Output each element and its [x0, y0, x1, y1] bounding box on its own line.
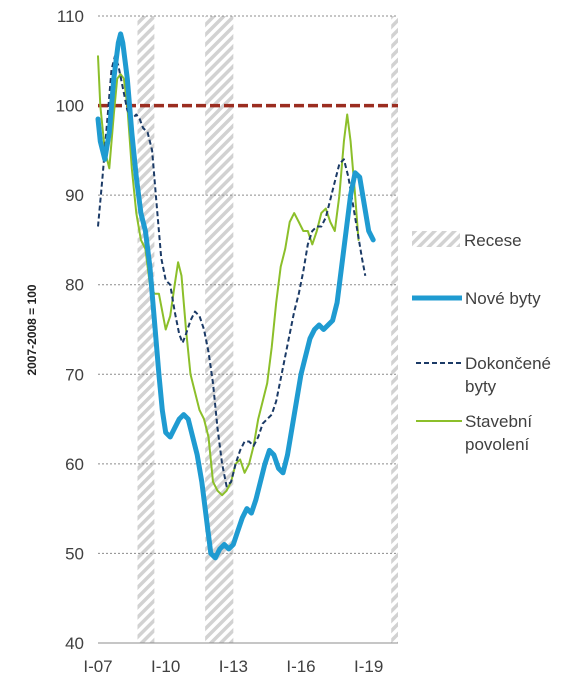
legend-label-recese: Recese [464, 231, 522, 250]
x-tick-label-I-16: I-16 [286, 657, 315, 676]
recession-band-2 [391, 16, 398, 643]
y-axis-label: 2007-2008 = 100 [25, 284, 39, 375]
y-tick-label-80: 80 [65, 276, 84, 295]
y-tick-label-60: 60 [65, 455, 84, 474]
y-tick-label-40: 40 [65, 634, 84, 653]
legend-label-stavebni-povoleni-line2: povolení [465, 435, 530, 454]
gridlines [98, 15, 398, 644]
y-tick-label-100: 100 [56, 97, 84, 116]
y-tick-label-70: 70 [65, 365, 84, 384]
y-axis-tick-labels: 40 50 60 70 80 90 100 110 [56, 7, 84, 653]
series-line-nove-byty [95, 31, 376, 561]
legend-label-nove-byty: Nové byty [465, 289, 541, 308]
legend-swatch-recese [412, 231, 460, 247]
legend: Recese Nové byty Dokončené byty Stavební… [412, 231, 551, 454]
y-tick-label-110: 110 [57, 7, 84, 26]
legend-label-dokoncene-byty-line2: byty [465, 377, 497, 396]
x-tick-label-I-19: I-19 [354, 657, 383, 676]
x-tick-label-I-07: I-07 [83, 657, 112, 676]
recession-band-0 [137, 16, 155, 643]
legend-label-stavebni-povoleni-line1: Stavební [465, 412, 532, 431]
y-tick-label-90: 90 [65, 186, 84, 205]
series-line-stavebni-povoleni [97, 55, 360, 497]
x-axis-tick-labels: I-07 I-10 I-13 I-16 I-19 [83, 657, 383, 676]
y-tick-label-50: 50 [65, 544, 84, 563]
x-tick-label-I-13: I-13 [219, 657, 248, 676]
x-tick-label-I-10: I-10 [151, 657, 180, 676]
series-lines [95, 31, 376, 561]
series-line-dokoncene-byty [97, 55, 367, 488]
recession-bands [137, 16, 398, 643]
legend-label-dokoncene-byty-line1: Dokončené [465, 354, 551, 373]
